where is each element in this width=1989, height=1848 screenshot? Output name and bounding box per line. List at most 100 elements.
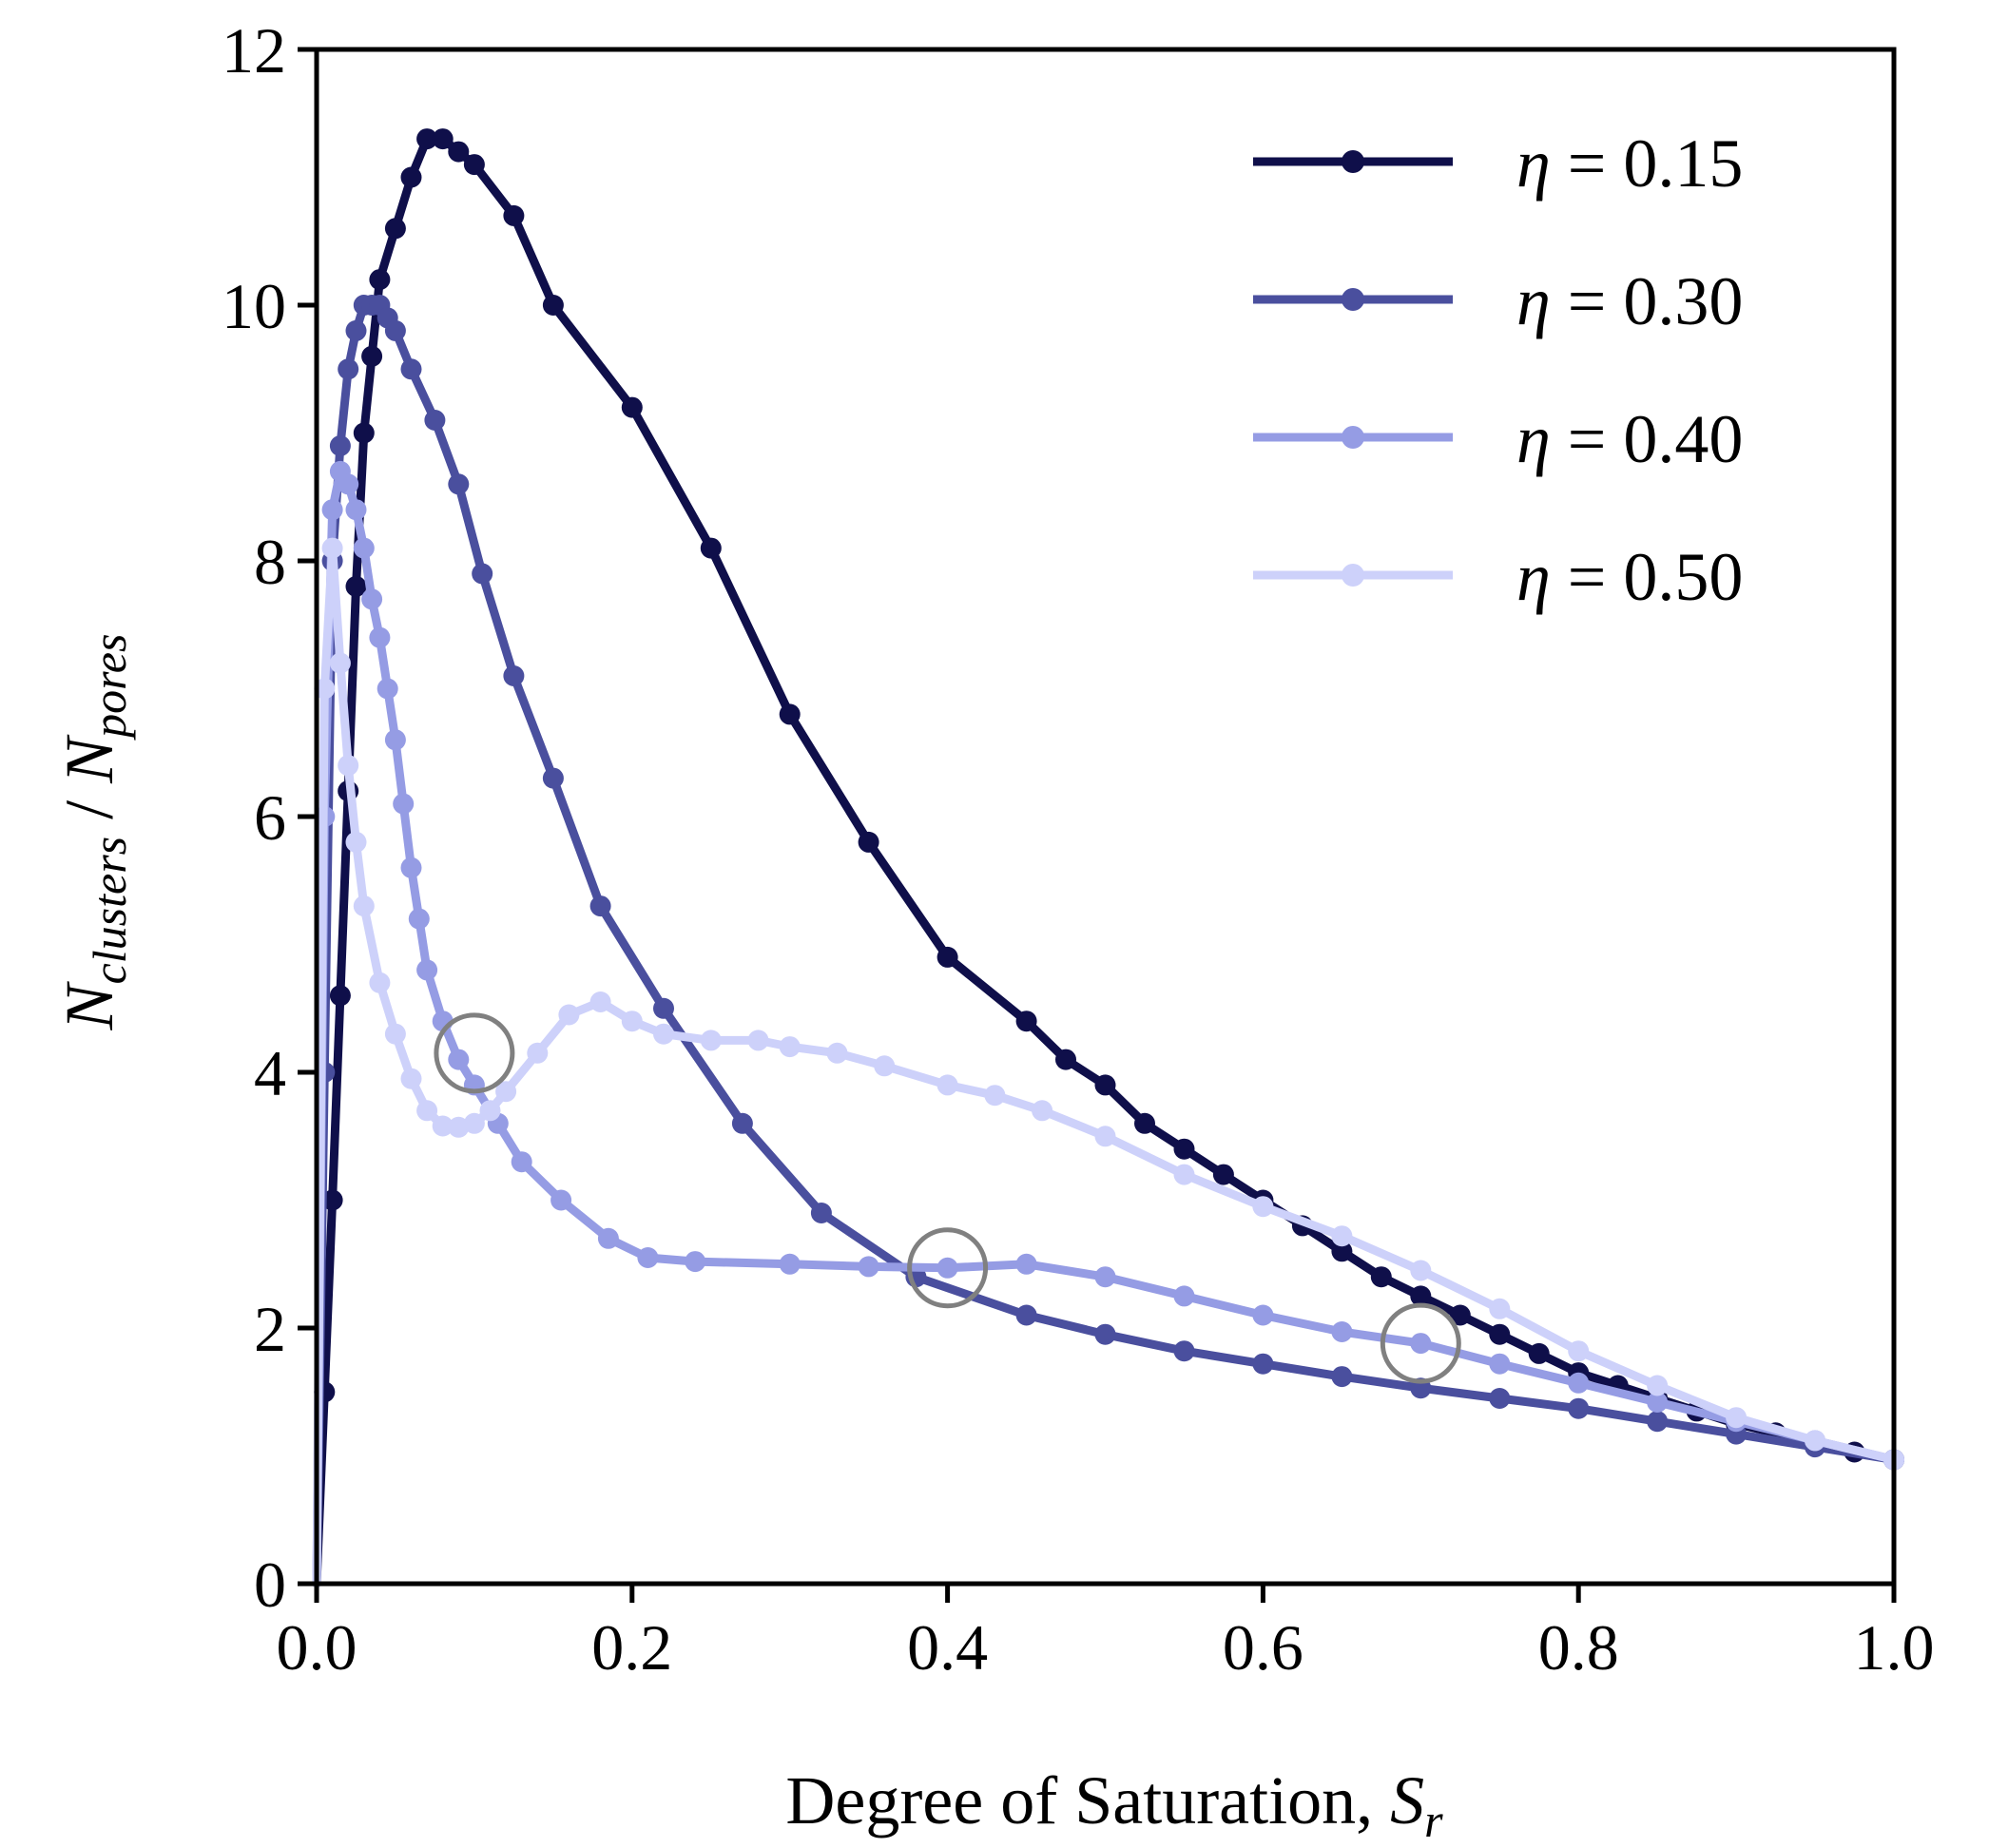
data-point	[393, 793, 415, 815]
legend-label-symbol: η	[1516, 401, 1551, 477]
legend-label-symbol: η	[1516, 263, 1551, 339]
data-point	[329, 985, 351, 1007]
data-point	[448, 141, 470, 163]
data-point	[1331, 1321, 1353, 1342]
data-point	[1331, 1225, 1353, 1247]
legend-item: η = 0.30	[1253, 263, 1743, 339]
data-point	[1449, 1304, 1471, 1326]
legend-label-symbol: η	[1516, 125, 1551, 202]
data-point	[858, 831, 879, 853]
data-point	[1173, 1285, 1195, 1307]
data-point	[779, 703, 801, 725]
series-4	[312, 537, 1904, 1588]
data-point	[369, 626, 391, 648]
data-point	[1094, 1323, 1116, 1345]
data-point	[542, 295, 564, 316]
series-layer	[312, 128, 1904, 1588]
legend-label-value: = 0.50	[1551, 539, 1744, 615]
data-point	[400, 166, 422, 188]
y-axis-title-numerator-subscript: clusters	[83, 837, 136, 985]
x-tick-label: 0.0	[277, 1611, 357, 1684]
data-point	[810, 1203, 832, 1223]
y-tick-label: 12	[222, 14, 286, 87]
data-point	[400, 857, 422, 878]
data-point	[408, 908, 430, 930]
data-point	[432, 128, 454, 150]
y-tick-label: 6	[254, 781, 286, 854]
data-point	[345, 499, 367, 521]
data-point	[653, 997, 674, 1019]
data-point	[1410, 1333, 1432, 1355]
x-tick-label: 0.4	[907, 1611, 988, 1684]
legend-label-symbol: η	[1516, 539, 1551, 615]
data-point	[353, 422, 375, 444]
data-point	[858, 1256, 879, 1278]
series-line	[312, 134, 1899, 1588]
legend-item: η = 0.15	[1253, 125, 1743, 202]
data-point	[338, 358, 359, 380]
data-point	[542, 767, 564, 789]
data-point	[1647, 1411, 1669, 1433]
annotation-layer	[434, 1012, 1461, 1384]
y-axis-title: Nclusters / Npores	[51, 634, 136, 1031]
data-point	[779, 1253, 801, 1275]
data-point	[321, 1189, 343, 1211]
data-point	[1173, 1340, 1195, 1362]
legend-item: η = 0.50	[1253, 539, 1743, 615]
data-point	[345, 319, 367, 341]
data-point	[1212, 1164, 1234, 1185]
data-point	[1568, 1397, 1590, 1419]
data-point	[503, 204, 525, 226]
data-point	[550, 1189, 572, 1211]
data-point	[432, 1115, 454, 1137]
annotation-circle	[907, 1227, 989, 1309]
y-tick-label: 4	[254, 1037, 286, 1109]
data-point	[984, 1085, 1006, 1107]
data-point	[1489, 1298, 1511, 1319]
data-point	[321, 537, 343, 559]
data-point	[369, 269, 391, 291]
data-point	[621, 396, 643, 418]
data-point	[747, 1030, 769, 1051]
legend-swatch-marker	[1342, 150, 1364, 173]
data-point	[637, 1247, 659, 1268]
y-tick-label: 8	[254, 526, 286, 598]
data-point	[1726, 1407, 1748, 1429]
data-point	[321, 499, 343, 521]
data-point	[1489, 1353, 1511, 1375]
x-axis-title-subscript: r	[1424, 1794, 1443, 1847]
y-tick-label: 0	[254, 1549, 286, 1621]
data-point	[1647, 1392, 1669, 1413]
data-point	[527, 1042, 549, 1064]
data-point	[384, 218, 406, 240]
data-point	[448, 1049, 470, 1070]
y-axis-title-numerator: N	[51, 980, 127, 1030]
data-point	[1055, 1049, 1076, 1070]
x-axis-title: Degree of Saturation, Sr	[785, 1762, 1443, 1847]
x-axis-title-symbol: S	[1390, 1762, 1424, 1838]
data-point	[1094, 1266, 1116, 1288]
legend-label-value: = 0.40	[1551, 401, 1744, 477]
y-axis-title-denominator-subscript: pores	[83, 634, 136, 741]
legend-label-value: = 0.15	[1551, 125, 1744, 202]
y-axis-title-denominator: N	[51, 734, 127, 784]
y-axis-title-separator: /	[51, 783, 127, 837]
data-point	[345, 575, 367, 597]
y-axis: 0 2 4 6 8 10 12	[222, 14, 317, 1621]
data-point	[1528, 1342, 1550, 1364]
data-point	[685, 1251, 706, 1273]
data-point	[1094, 1126, 1116, 1147]
x-tick-label: 0.8	[1538, 1611, 1619, 1684]
data-point	[1252, 1304, 1274, 1326]
data-point	[384, 1023, 406, 1045]
data-point	[377, 678, 398, 700]
data-point	[1015, 1304, 1037, 1326]
data-point	[472, 563, 493, 585]
data-point	[1410, 1260, 1432, 1281]
data-point	[400, 1068, 422, 1089]
data-point	[448, 473, 470, 495]
data-point	[511, 1151, 532, 1173]
data-point	[937, 1074, 958, 1096]
data-point	[338, 473, 359, 495]
